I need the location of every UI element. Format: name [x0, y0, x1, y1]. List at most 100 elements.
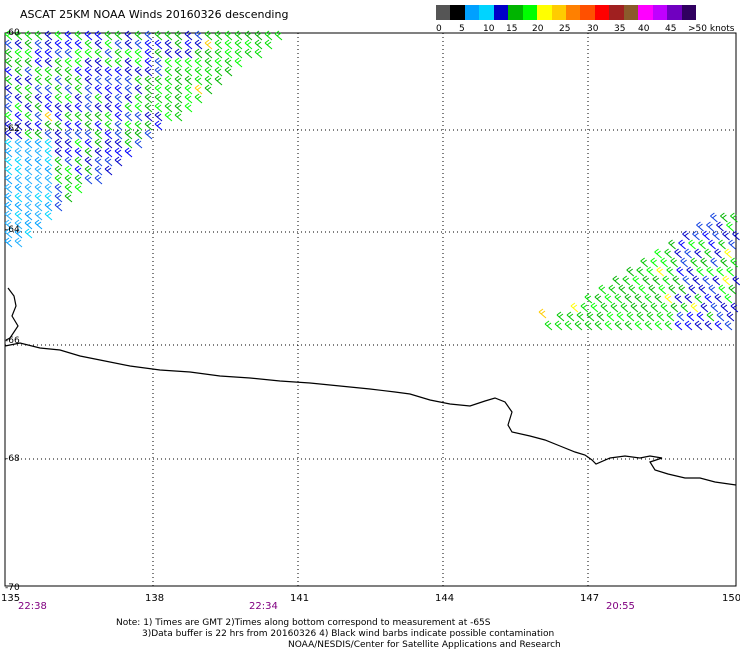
- wind-barb: [618, 284, 627, 295]
- legend-label: 20: [532, 24, 544, 34]
- wind-barb: [54, 174, 63, 185]
- wind-barb: [630, 302, 639, 313]
- wind-barb: [4, 210, 13, 221]
- wind-barb: [184, 39, 193, 50]
- wind-barb: [54, 57, 63, 68]
- wind-barb: [34, 147, 43, 158]
- wind-barb: [642, 275, 651, 286]
- wind-barb: [124, 93, 133, 104]
- wind-barb: [34, 48, 43, 59]
- wind-barb: [104, 39, 113, 50]
- wind-barb: [34, 156, 43, 167]
- wind-barb: [732, 275, 740, 286]
- wind-barb: [124, 138, 133, 149]
- wind-barb: [732, 230, 740, 241]
- wind-barb: [254, 48, 263, 59]
- wind-barb: [144, 39, 153, 50]
- wind-barb: [538, 308, 547, 319]
- legend-label: 5: [459, 24, 465, 34]
- wind-barb: [672, 275, 681, 286]
- time-label: 22:38: [18, 601, 47, 612]
- wind-barb: [656, 311, 665, 322]
- wind-barb: [612, 275, 621, 286]
- wind-barb: [184, 84, 193, 95]
- wind-barb: [24, 75, 33, 86]
- wind-barb: [64, 147, 73, 158]
- wind-barb: [580, 302, 589, 313]
- wind-barb: [684, 320, 693, 331]
- legend-label: 35: [614, 24, 626, 34]
- wind-barb: [684, 293, 693, 304]
- wind-barb: [660, 257, 668, 268]
- wind-barb: [44, 129, 53, 140]
- wind-barb: [84, 75, 93, 86]
- wind-barb: [214, 39, 223, 50]
- wind-barb: [64, 48, 73, 59]
- wind-barb: [114, 66, 123, 77]
- wind-barb: [214, 57, 223, 68]
- wind-barb: [34, 111, 43, 122]
- wind-barb: [570, 302, 579, 313]
- legend-swatch: [508, 5, 524, 20]
- wind-barb: [154, 93, 163, 104]
- wind-barb: [204, 30, 213, 41]
- wind-barb: [646, 266, 655, 277]
- wind-barb: [64, 156, 73, 167]
- wind-barb: [164, 39, 173, 50]
- wind-barb: [114, 138, 123, 149]
- wind-barb: [44, 174, 53, 185]
- time-label: 20:55: [606, 601, 635, 612]
- wind-barb: [204, 48, 213, 59]
- wind-barb: [644, 320, 653, 331]
- wind-barb: [144, 48, 153, 59]
- wind-barb: [722, 230, 730, 241]
- wind-barb: [134, 66, 143, 77]
- wind-barb: [124, 48, 133, 59]
- wind-barb: [712, 275, 721, 286]
- wind-barb: [114, 39, 123, 50]
- wind-barb: [104, 75, 113, 86]
- wind-barb: [594, 320, 603, 331]
- wind-barb: [74, 48, 83, 59]
- wind-barb: [634, 293, 643, 304]
- wind-barb: [124, 57, 133, 68]
- time-label: 22:34: [249, 601, 278, 612]
- wind-barb: [4, 66, 13, 77]
- wind-barb: [194, 93, 203, 104]
- wind-barb: [144, 111, 153, 122]
- wind-barb: [164, 75, 173, 86]
- wind-barb: [84, 156, 93, 167]
- wind-barb: [134, 30, 143, 41]
- wind-barb: [144, 129, 153, 140]
- wind-barb: [4, 183, 13, 194]
- wind-barb: [4, 39, 13, 50]
- wind-barb: [144, 84, 153, 95]
- wind-barb: [14, 174, 23, 185]
- wind-barb: [74, 174, 83, 185]
- wind-barb: [64, 84, 73, 95]
- wind-barb: [44, 93, 53, 104]
- wind-barb: [14, 237, 23, 248]
- wind-barb: [114, 93, 123, 104]
- wind-barb: [14, 156, 23, 167]
- wind-barb: [214, 75, 223, 86]
- wind-barb: [674, 293, 683, 304]
- wind-barb: [54, 120, 63, 131]
- wind-barb: [74, 165, 83, 176]
- wind-barb: [14, 84, 23, 95]
- wind-barb: [134, 84, 143, 95]
- wind-barb: [14, 75, 23, 86]
- wind-barb: [64, 102, 73, 113]
- wind-barb: [624, 320, 633, 331]
- wind-barb: [74, 138, 83, 149]
- wind-barb: [94, 174, 103, 185]
- wind-barb: [94, 75, 103, 86]
- wind-barb: [654, 248, 662, 259]
- wind-barb: [44, 84, 53, 95]
- wind-barb: [104, 102, 113, 113]
- wind-barb: [64, 93, 73, 104]
- wind-barb: [104, 66, 113, 77]
- wind-barb: [14, 147, 23, 158]
- wind-barb: [14, 183, 23, 194]
- wind-barb: [54, 147, 63, 158]
